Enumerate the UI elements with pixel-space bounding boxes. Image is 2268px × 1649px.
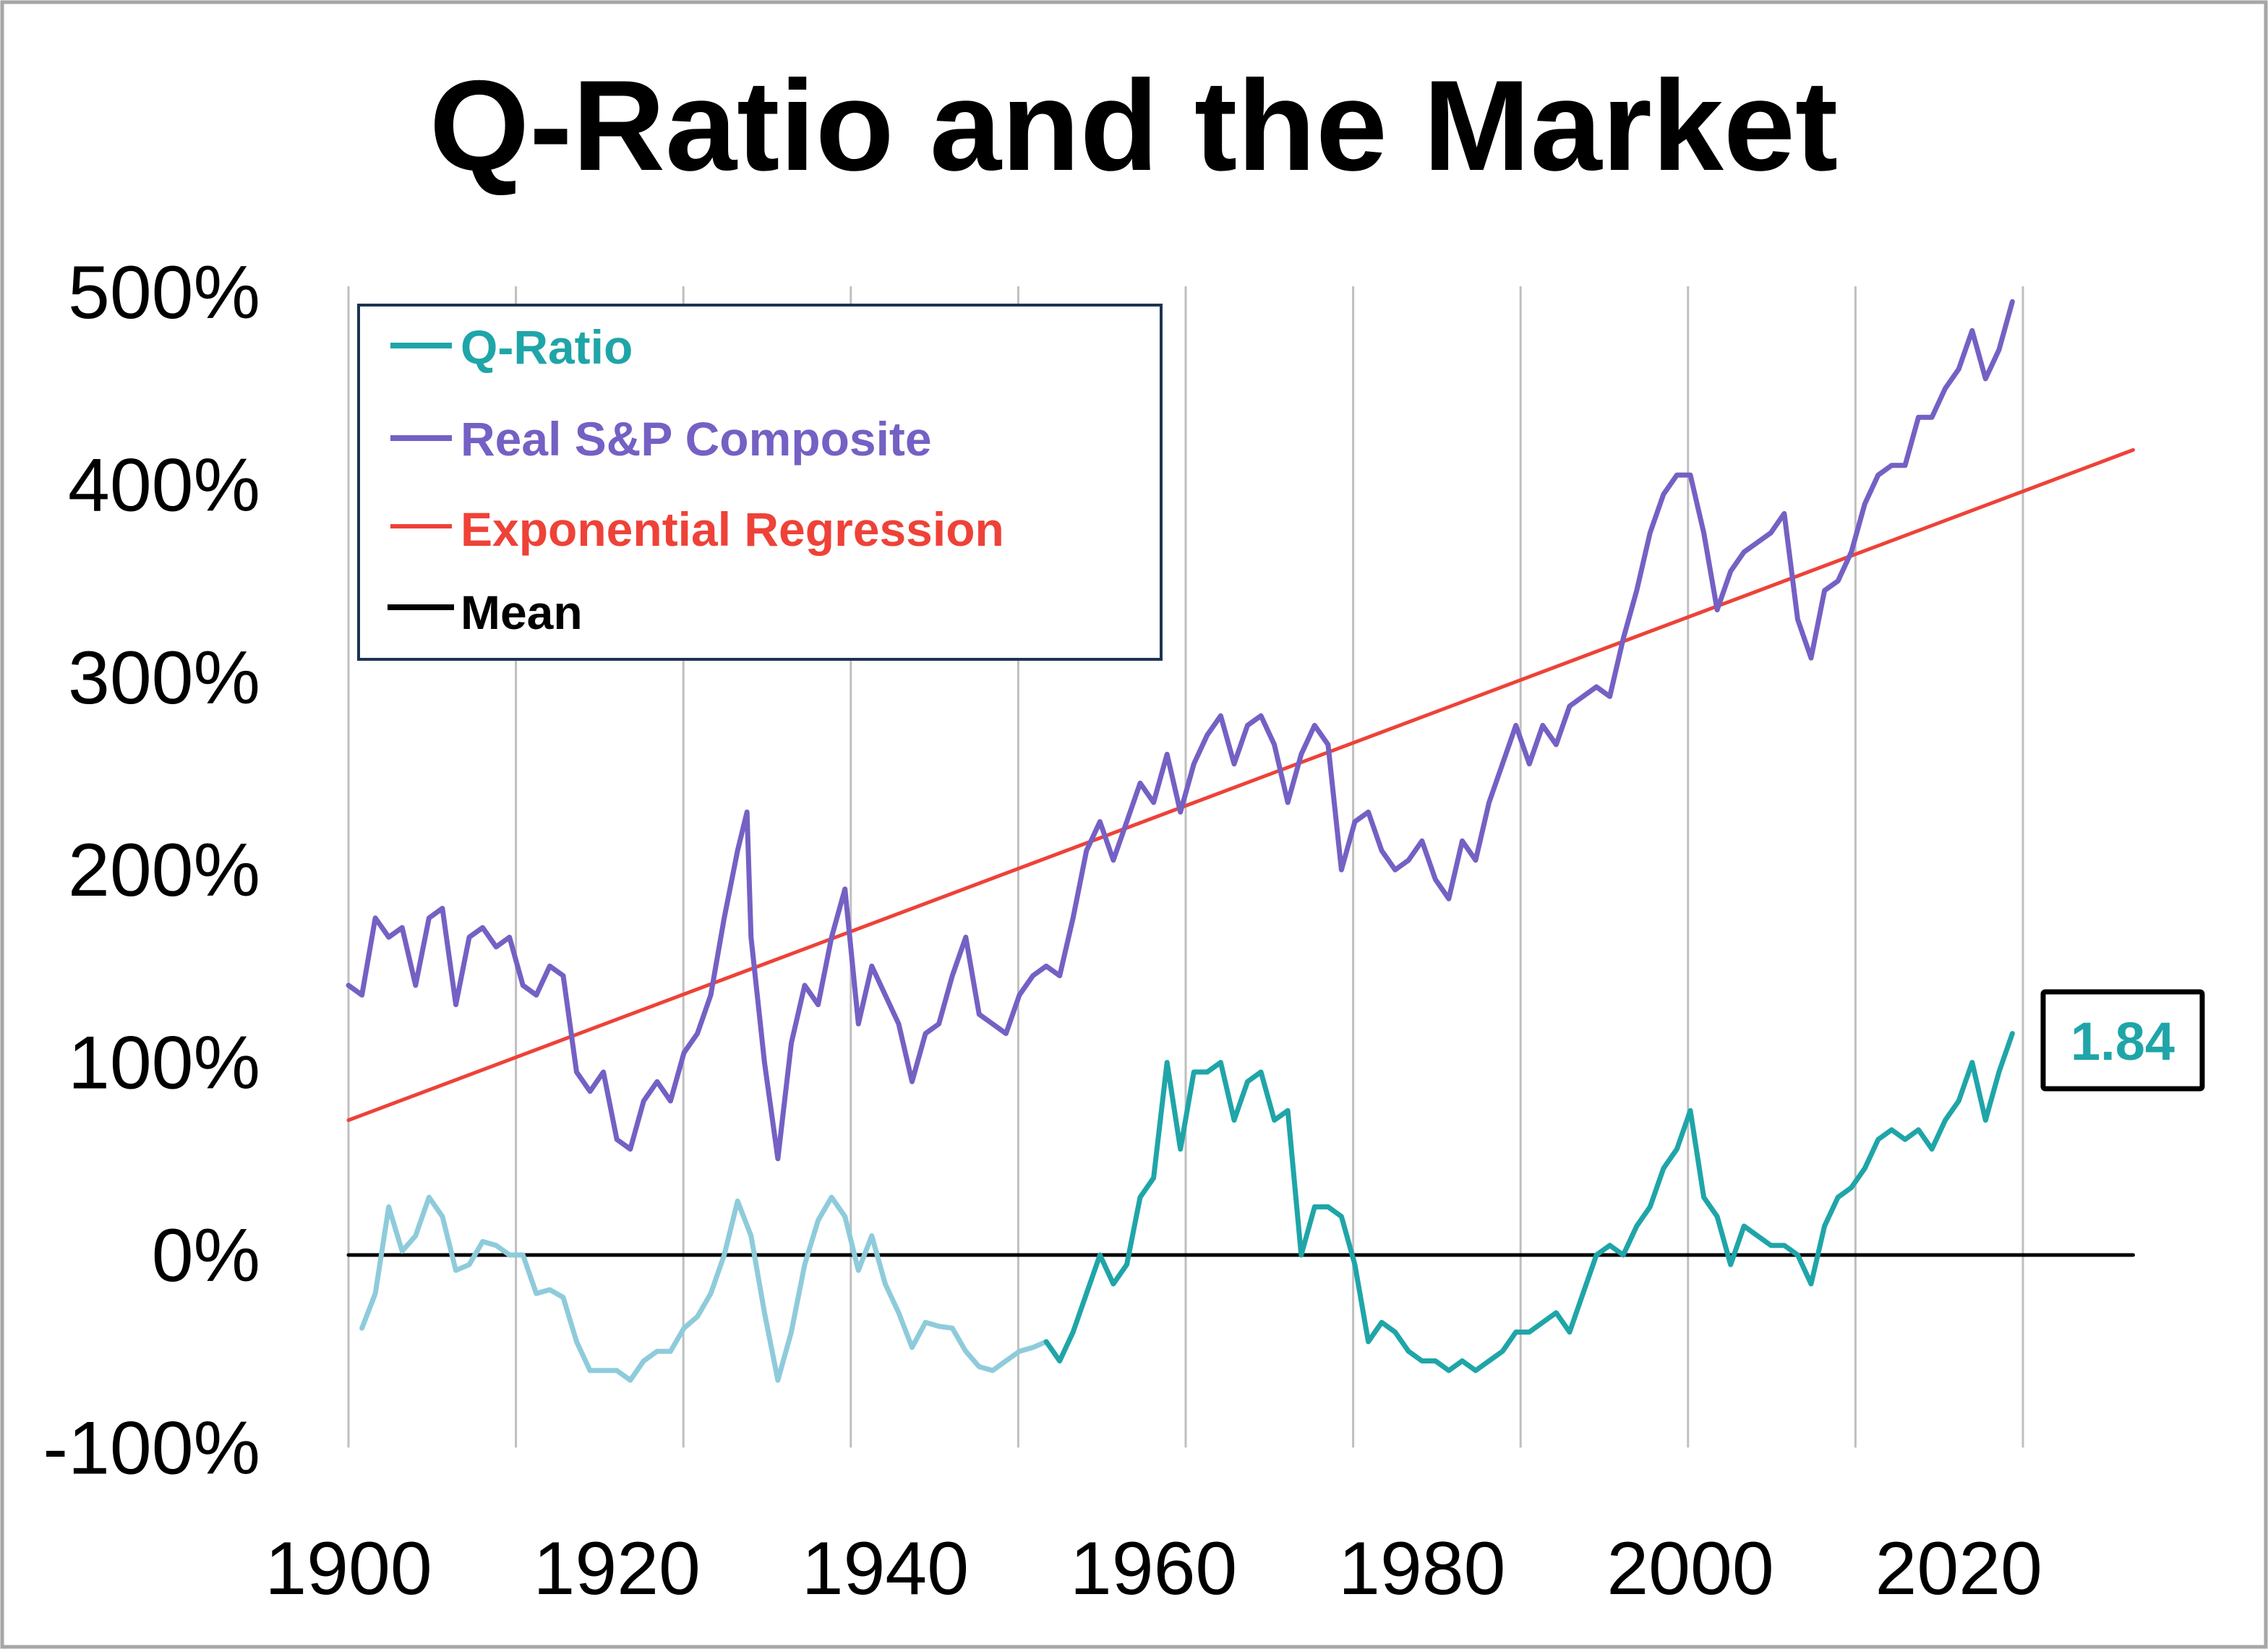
y-tick-label: 200% bbox=[68, 828, 260, 912]
q-ratio-line bbox=[1043, 1031, 2015, 1374]
y-tick-label: 400% bbox=[68, 443, 260, 527]
legend: Q-Ratio Real S&P Composite Exponential R… bbox=[357, 304, 1163, 661]
y-tick-label: -100% bbox=[43, 1406, 260, 1490]
x-tick-label: 1920 bbox=[534, 1527, 701, 1611]
y-tick-label: 500% bbox=[68, 251, 260, 335]
x-tick-label: 1940 bbox=[802, 1527, 969, 1611]
legend-label-mean: Mean bbox=[461, 586, 583, 639]
current-value-callout: 1.84 bbox=[2040, 989, 2205, 1092]
y-tick-label: 100% bbox=[68, 1021, 260, 1105]
legend-label-sp: Real S&P Composite bbox=[461, 412, 932, 466]
x-axis: 1900 1920 1940 1960 1980 2000 2020 bbox=[265, 1527, 2042, 1611]
sp-composite-line bbox=[346, 299, 2015, 1162]
legend-box bbox=[357, 304, 1163, 661]
legend-label-q-ratio: Q-Ratio bbox=[461, 320, 633, 374]
x-tick-label: 1980 bbox=[1338, 1527, 1505, 1611]
chart-title: Q-Ratio and the Market bbox=[429, 53, 1838, 197]
x-tick-label: 1900 bbox=[265, 1527, 432, 1611]
x-tick-label: 1960 bbox=[1070, 1527, 1237, 1611]
callout-value: 1.84 bbox=[2071, 1011, 2175, 1071]
legend-label-regression: Exponential Regression bbox=[461, 502, 1004, 556]
q-ratio-early-line bbox=[359, 1194, 1049, 1383]
callout-box bbox=[2040, 989, 2205, 1092]
y-tick-label: 300% bbox=[68, 636, 260, 720]
x-tick-label: 2020 bbox=[1875, 1527, 2042, 1611]
y-axis: 500% 400% 300% 200% 100% 0% -100% bbox=[43, 251, 260, 1490]
y-tick-label: 0% bbox=[152, 1214, 260, 1298]
plot-area bbox=[346, 299, 2135, 1383]
x-tick-label: 2000 bbox=[1606, 1527, 1773, 1611]
regression-line bbox=[346, 447, 2135, 1122]
